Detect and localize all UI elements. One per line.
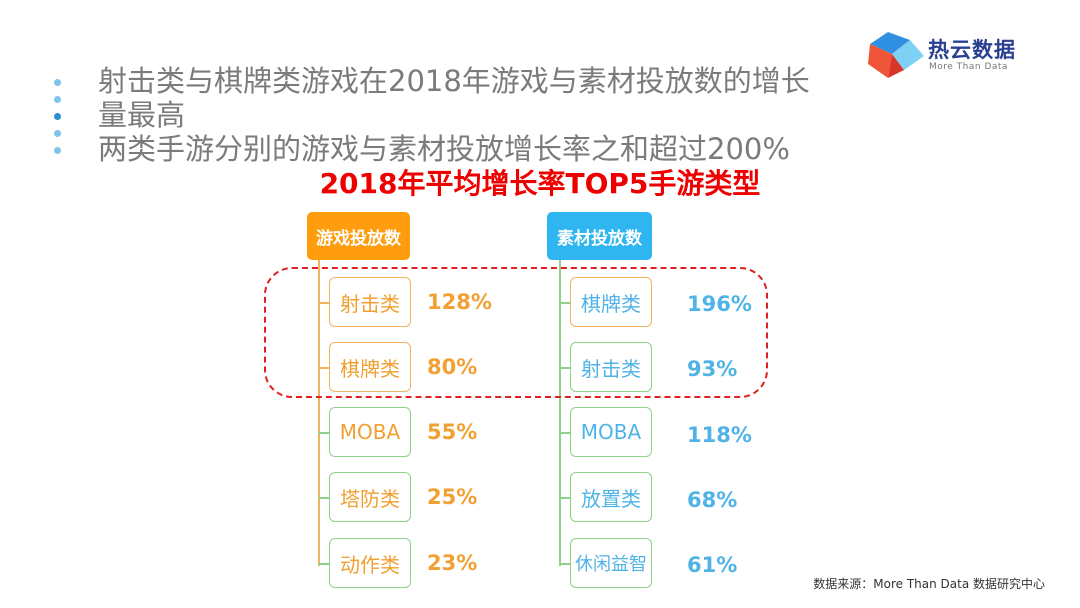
logo-icon — [866, 26, 926, 82]
left-item-value: 80% — [427, 355, 478, 379]
right-tree-branch — [559, 563, 570, 565]
left-tree-branch — [318, 563, 329, 565]
highlight-frame — [264, 267, 768, 398]
right-item-box: 棋牌类 — [570, 277, 652, 327]
summary-line: 射击类与棋牌类游戏在2018年游戏与素材投放数的增长 — [98, 64, 810, 98]
left-item-value: 55% — [427, 420, 478, 444]
left-item-box: 棋牌类 — [329, 342, 411, 392]
bullet-dot — [54, 147, 61, 154]
right-item-box: MOBA — [570, 407, 652, 457]
left-item-box: 动作类 — [329, 538, 411, 588]
summary-line: 量最高 — [98, 98, 186, 132]
left-item-value: 23% — [427, 551, 478, 575]
source-note: 数据来源：More Than Data 数据研究中心 — [813, 577, 1045, 591]
bullet-dot — [54, 79, 61, 86]
logo-name: 热云数据 — [928, 38, 1016, 62]
bullet-dot — [54, 113, 61, 120]
right-item-value: 68% — [687, 488, 738, 512]
left-tree-branch — [318, 367, 329, 369]
left-item-value: 128% — [427, 290, 492, 314]
left-item-box: 射击类 — [329, 277, 411, 327]
right-tree-branch — [559, 302, 570, 304]
left-item-box: 塔防类 — [329, 472, 411, 522]
left-column-header: 游戏投放数 — [307, 212, 410, 260]
chart-headline: 2018年平均增长率TOP5手游类型 — [319, 167, 761, 200]
right-tree-branch — [559, 367, 570, 369]
right-item-box: 射击类 — [570, 342, 652, 392]
bullet-dot — [54, 130, 61, 137]
left-tree-branch — [318, 497, 329, 499]
right-item-value: 118% — [687, 423, 752, 447]
right-tree-branch — [559, 497, 570, 499]
right-column-header: 素材投放数 — [547, 212, 652, 260]
right-item-value: 93% — [687, 357, 738, 381]
right-item-box: 休闲益智 — [570, 538, 652, 588]
right-tree-branch — [559, 432, 570, 434]
logo-subtitle: More Than Data — [929, 62, 1008, 72]
left-item-value: 25% — [427, 485, 478, 509]
left-tree-branch — [318, 432, 329, 434]
right-tree-line — [559, 260, 561, 566]
left-item-box: MOBA — [329, 407, 411, 457]
summary-line: 两类手游分别的游戏与素材投放增长率之和超过200% — [98, 132, 790, 166]
bullet-dot — [54, 96, 61, 103]
right-item-box: 放置类 — [570, 472, 652, 522]
left-tree-line — [318, 260, 320, 566]
right-item-value: 196% — [687, 292, 752, 316]
right-item-value: 61% — [687, 553, 738, 577]
left-tree-branch — [318, 302, 329, 304]
